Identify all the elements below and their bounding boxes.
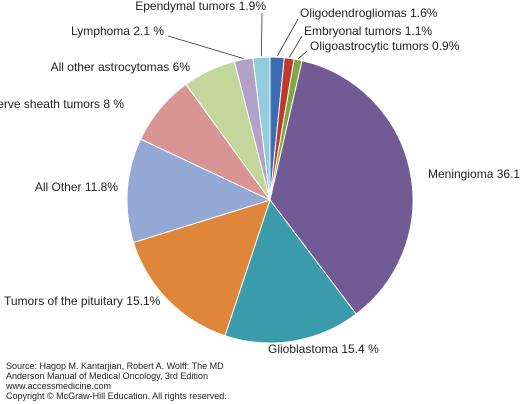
value-label: 15.1% <box>126 294 160 308</box>
source-notes: Source: Hagop M. Kantarjian, Robert A. W… <box>5 361 227 401</box>
leader-line <box>261 12 263 57</box>
category-name: Glioblastoma <box>268 342 338 356</box>
slice-label: Lymphoma 2.1 % <box>71 24 164 38</box>
category-name: Meningioma <box>428 167 494 181</box>
slice-label: Embryonal tumors 1.1% <box>304 24 432 38</box>
value-label: 2.1 % <box>133 24 164 38</box>
category-name: Embryonal tumors <box>304 24 401 38</box>
slice-label: Nerve sheath tumors 8 % <box>0 97 124 111</box>
pie-slice <box>126 138 272 244</box>
leader-line <box>167 35 244 59</box>
value-label: 0.9% <box>432 39 460 53</box>
slice-label: All Other 11.8% <box>35 180 118 194</box>
leader-line <box>276 18 299 57</box>
value-label: 1.6% <box>410 6 438 20</box>
category-name: Ependymal tumors <box>135 0 235 13</box>
value-label: 8 % <box>103 97 124 111</box>
pie-slice <box>252 56 271 201</box>
value-label: 6% <box>173 60 191 74</box>
category-name: All Other <box>35 180 82 194</box>
note-line: Anderson Manual of Medical Oncology, 3rd… <box>6 371 208 381</box>
category-name: Oligodendrogliomas <box>300 6 407 20</box>
pie-slice <box>132 199 271 337</box>
slice-label: Oligoastrocytic tumors 0.9% <box>310 39 460 53</box>
note-line: www.accessmedicine.com <box>5 381 111 391</box>
value-label: 1.1% <box>405 24 433 38</box>
leader-line <box>289 35 303 58</box>
slice-label: Glioblastoma 15.4 % <box>268 342 379 356</box>
value-label: 36.1% <box>497 167 520 181</box>
value-label: 15.4 % <box>341 342 379 356</box>
pie-slice <box>269 60 414 315</box>
pie-slice <box>224 198 357 344</box>
note-line: Source: Hagop M. Kantarjian, Robert A. W… <box>6 361 224 371</box>
category-name: All other astrocytomas <box>51 60 170 74</box>
note-line: Copyright © McGraw-Hill Education. All r… <box>6 391 227 401</box>
leader-line <box>298 50 308 60</box>
category-name: Lymphoma <box>71 24 130 38</box>
value-label: 11.8% <box>85 180 118 194</box>
slice-label: Oligodendrogliomas 1.6% <box>300 6 438 20</box>
slice-label: Ependymal tumors 1.9% <box>135 0 266 13</box>
category-name: Tumors of the pituitary <box>4 294 123 308</box>
slice-label: Meningioma 36.1% <box>428 167 520 181</box>
category-name: Nerve sheath tumors <box>0 97 100 111</box>
slice-label: Tumors of the pituitary 15.1% <box>4 294 161 308</box>
value-label: 1.9% <box>239 0 267 13</box>
slice-label: All other astrocytomas 6% <box>51 60 191 74</box>
category-name: Oligoastrocytic tumors <box>310 39 429 53</box>
